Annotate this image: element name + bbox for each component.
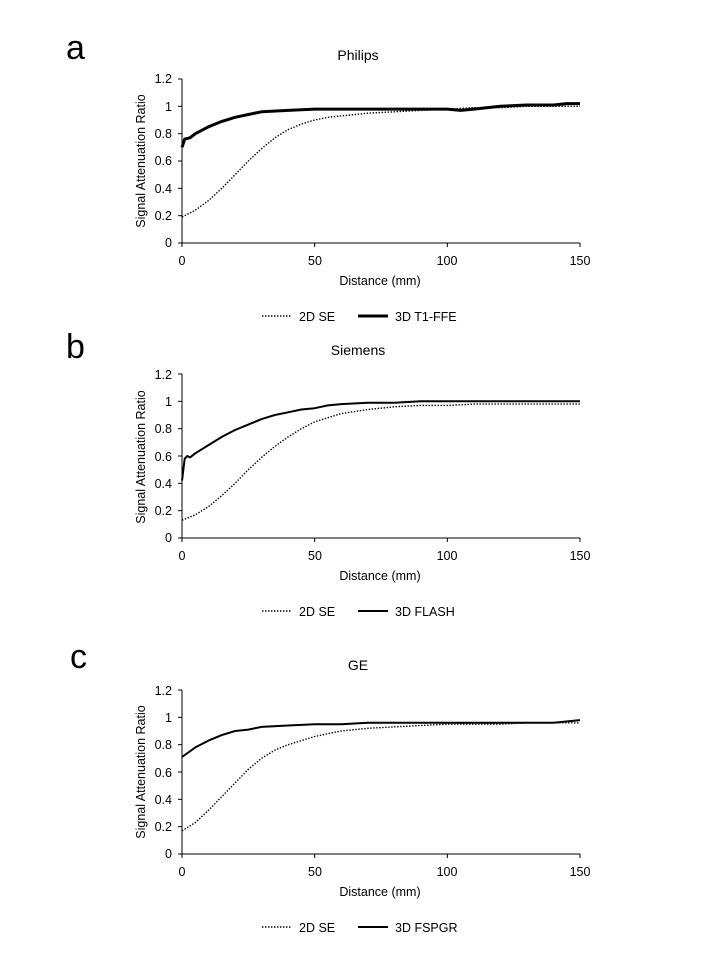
x-tick-label: 150: [570, 549, 591, 563]
y-tick-label: 0: [165, 236, 172, 250]
x-tick-label: 100: [437, 865, 458, 879]
x-tick-label: 0: [179, 254, 186, 268]
chart-panel-c: c GE 1.2 1 0.8 0.6 0.4 0.2 0 0 50 100 15…: [70, 638, 590, 935]
y-tick-label: 0.2: [155, 209, 172, 223]
chart-panel-a: a Philips 1.2 1 0.8 0.6 0.4 0.2 0 0 50 1…: [66, 29, 590, 324]
x-tick-label: 50: [308, 254, 322, 268]
y-axis-label: Signal Attenuation Ratio: [134, 705, 148, 838]
y-tick-label: 0.8: [155, 127, 172, 141]
chart-title: Siemens: [331, 342, 385, 358]
panel-letter: c: [70, 638, 87, 676]
series-line-2d-se: [181, 722, 580, 832]
series-line-3d-fspgr: [181, 719, 581, 758]
y-tick-label: 0.6: [155, 766, 172, 780]
y-tick-label: 1.2: [155, 72, 172, 86]
y-tick-label: 1.2: [155, 368, 172, 382]
series-line-3d-t1-ffe: [180, 102, 580, 148]
y-tick-label: 0: [165, 531, 172, 545]
series-line-2d-se: [181, 105, 580, 218]
legend-label: 3D T1-FFE: [395, 310, 457, 324]
y-tick-label: 1: [165, 395, 172, 409]
chart-title: Philips: [337, 47, 378, 63]
x-axis-label: Distance (mm): [339, 274, 420, 288]
x-tick-label: 50: [308, 549, 322, 563]
x-axis-label: Distance (mm): [339, 885, 420, 899]
y-tick-label: 0.6: [155, 154, 172, 168]
y-tick-label: 0: [165, 847, 172, 861]
y-tick-label: 1: [165, 100, 172, 114]
chart-panel-b: b Siemens 1.2 1 0.8 0.6 0.4 0.2 0 0 50 1…: [66, 328, 590, 619]
legend-label: 2D SE: [299, 310, 335, 324]
y-tick-label: 0.8: [155, 738, 172, 752]
x-tick-label: 100: [437, 254, 458, 268]
series-line-3d-flash: [181, 400, 580, 481]
legend-label: 3D FSPGR: [395, 921, 458, 935]
y-tick-label: 0.4: [155, 182, 172, 196]
x-tick-label: 150: [570, 254, 591, 268]
y-tick-label: 0.4: [155, 793, 172, 807]
y-tick-label: 0.2: [155, 820, 172, 834]
legend-label: 2D SE: [299, 921, 335, 935]
x-tick-label: 150: [570, 865, 591, 879]
y-axis-label: Signal Attenuation Ratio: [134, 94, 148, 227]
legend-label: 2D SE: [299, 605, 335, 619]
y-tick-label: 0.6: [155, 450, 172, 464]
series-line-2d-se: [181, 403, 580, 521]
x-tick-label: 50: [308, 865, 322, 879]
x-tick-label: 100: [437, 549, 458, 563]
panel-letter: a: [66, 29, 85, 67]
y-tick-label: 0.4: [155, 477, 172, 491]
y-tick-label: 0.2: [155, 504, 172, 518]
panel-letter: b: [66, 328, 85, 366]
x-axis-label: Distance (mm): [339, 569, 420, 583]
y-tick-label: 0.8: [155, 422, 172, 436]
y-axis-label: Signal Attenuation Ratio: [134, 390, 148, 523]
y-tick-label: 1.2: [155, 684, 172, 698]
x-tick-label: 0: [179, 865, 186, 879]
legend-label: 3D FLASH: [395, 605, 455, 619]
y-tick-label: 1: [165, 711, 172, 725]
x-tick-label: 0: [179, 549, 186, 563]
chart-title: GE: [348, 657, 368, 673]
